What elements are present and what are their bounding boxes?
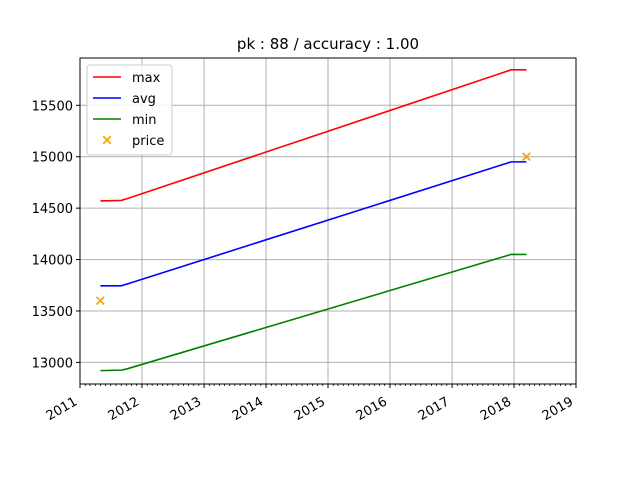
y-tick-label: 14000 [32, 254, 73, 269]
series-line-avg [100, 161, 527, 287]
x-tick-label: 2014 [230, 394, 266, 424]
x-tick-label: 2011 [44, 394, 80, 424]
legend-label: price [132, 134, 164, 149]
x-tick-label: 2012 [106, 394, 142, 424]
x-tick-label: 2015 [292, 394, 328, 424]
x-tick-label: 2019 [540, 394, 576, 424]
y-tick-label: 13000 [32, 356, 73, 371]
x-tick-label: 2018 [478, 394, 514, 424]
legend-entry-price: price [102, 134, 164, 149]
y-tick-label: 14500 [32, 202, 73, 217]
legend-entry-min: min [93, 113, 157, 128]
y-tick-label: 13500 [32, 305, 73, 320]
chart-title: pk : 88 / accuracy : 1.00 [237, 35, 419, 53]
series-line-max [100, 69, 527, 202]
x-tick-label: 2017 [416, 394, 452, 424]
grid [79, 58, 577, 384]
data-point-price [521, 152, 531, 162]
y-tick-label: 15500 [32, 99, 73, 114]
legend: max avg min price [86, 64, 173, 156]
data-point-price [95, 296, 105, 306]
x-tick-label: 2013 [168, 394, 204, 424]
legend-label: max [132, 71, 161, 86]
legend-label: min [132, 113, 157, 128]
legend-box [86, 64, 173, 156]
legend-label: avg [132, 92, 156, 107]
series-line-min [100, 253, 527, 372]
y-tick-label: 15000 [32, 151, 73, 166]
x-tick-label: 2016 [354, 394, 390, 424]
legend-swatch [102, 135, 112, 145]
legend-entry-max: max [93, 71, 161, 86]
legend-entry-avg: avg [93, 92, 156, 107]
series-layer [95, 69, 531, 372]
